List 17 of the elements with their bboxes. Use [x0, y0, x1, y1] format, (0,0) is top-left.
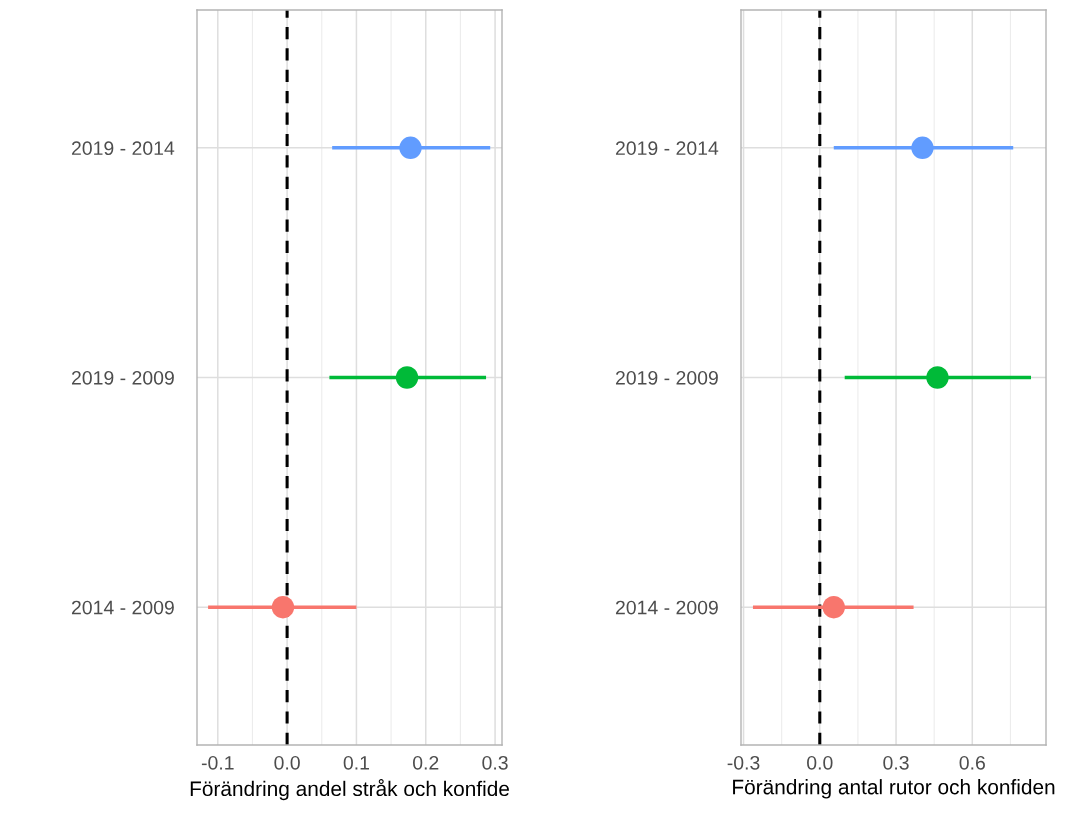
y-tick-label: 2019 - 2009 — [615, 370, 718, 385]
y-tick-label: 2019 - 2014 — [71, 141, 175, 156]
x-axis-title: Förändring antal rutor och konfiden — [733, 779, 1055, 799]
x-tick-label: -0.1 — [201, 755, 234, 770]
x-tick-label: 0.2 — [413, 755, 439, 770]
x-tick-label: 0.6 — [959, 755, 985, 770]
x-tick-label: 0.3 — [883, 755, 909, 770]
x-tick-label: 0.3 — [482, 755, 508, 770]
x-tick-label: 0.0 — [274, 755, 300, 770]
y-tick-label: 2014 - 2009 — [615, 600, 718, 615]
y-tick-label: 2014 - 2009 — [71, 600, 174, 615]
y-tick-label: 2019 - 2009 — [71, 370, 174, 385]
y-tick-label: 2019 - 2014 — [615, 141, 719, 156]
x-tick-label: 0.0 — [807, 755, 833, 770]
x-tick-label: -0.3 — [727, 755, 760, 770]
x-tick-label: 0.1 — [343, 755, 369, 770]
x-axis-title: Förändring andel stråk och konfide — [190, 779, 509, 801]
